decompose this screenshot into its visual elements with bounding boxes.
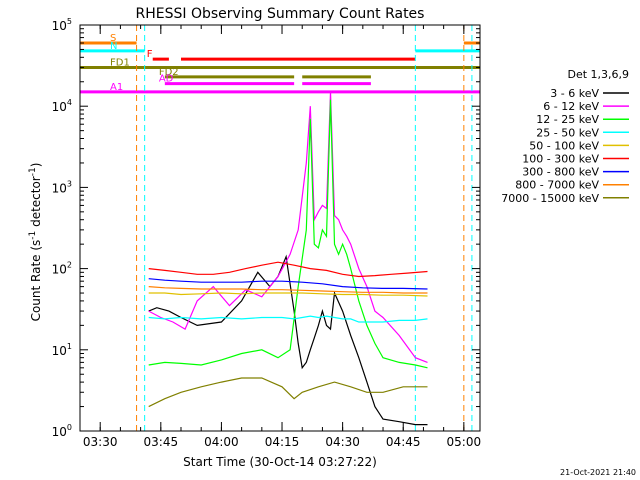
legend-entry-label: 800 - 7000 keV (515, 179, 599, 192)
x-tick-label: 03:30 (83, 435, 118, 449)
x-tick-label: 05:00 (447, 435, 482, 449)
y-axis-label-sup2: -1 (28, 167, 38, 176)
state-bar-label: F (147, 49, 153, 60)
y-axis-ticks: 100 101 102 103 104 105 (52, 17, 480, 439)
state-bar-label: FD1 (110, 57, 130, 68)
series-line (148, 278, 428, 290)
state-bar-label: A1 (110, 82, 123, 93)
series-line (148, 254, 428, 426)
y-axis-label: Count Rate (s-1 detector-1) (28, 163, 43, 322)
y-axis-label-tail: detector (29, 176, 43, 231)
state-bar-label: AD (159, 74, 174, 85)
legend-entry-label: 7000 - 15000 keV (501, 192, 599, 205)
legend-entry-label: 3 - 6 keV (550, 87, 599, 100)
y-tick-label: 104 (52, 98, 72, 114)
footer-timestamp: 21-Oct-2021 21:40 (560, 468, 636, 477)
series-line (148, 99, 428, 369)
state-bar-label: N (110, 41, 117, 52)
y-tick-label: 100 (52, 423, 72, 439)
legend-entry-label: 6 - 12 keV (543, 100, 599, 113)
series-line (148, 315, 428, 323)
chart-title: RHESSI Observing Summary Count Rates (136, 6, 425, 22)
x-axis-label: Start Time (30-Oct-14 03:27:22) (183, 455, 377, 469)
x-tick-label: 03:45 (144, 435, 179, 449)
series-line (148, 91, 428, 363)
y-tick-label: 103 (52, 179, 72, 195)
y-axis-label-end: ) (29, 163, 43, 168)
plot-frame (79, 24, 481, 432)
y-tick-label: 102 (52, 261, 72, 277)
legend-entry-label: 12 - 25 keV (536, 113, 599, 126)
state-bar-label: FD2 (159, 67, 179, 78)
series-line (148, 292, 428, 297)
series-lines (148, 91, 428, 426)
y-tick-label: 101 (52, 342, 72, 358)
y-axis-label-sup1: -1 (28, 231, 38, 240)
series-line (148, 286, 428, 294)
series-line (148, 261, 428, 278)
y-axis-label-main: Count Rate (s (29, 240, 43, 322)
x-tick-label: 04:00 (204, 435, 239, 449)
legend-title: Det 1,3,6,9 (567, 68, 629, 81)
y-tick-label: 105 (52, 17, 72, 33)
legend-entry-label: 300 - 800 keV (522, 166, 599, 179)
series-line (148, 377, 428, 408)
state-bar-label: S (110, 33, 116, 44)
x-tick-label: 04:45 (386, 435, 421, 449)
legend-entry-label: 100 - 300 keV (522, 153, 599, 166)
x-axis-ticks: 03:30 03:45 04:00 04:15 04:30 04:45 05:00 (79, 25, 482, 449)
legend-entry-label: 50 - 100 keV (529, 139, 599, 152)
x-tick-label: 04:30 (325, 435, 360, 449)
x-tick-label: 04:15 (265, 435, 300, 449)
vertical-markers (136, 25, 473, 431)
legend-entry-label: 25 - 50 keV (536, 126, 599, 139)
